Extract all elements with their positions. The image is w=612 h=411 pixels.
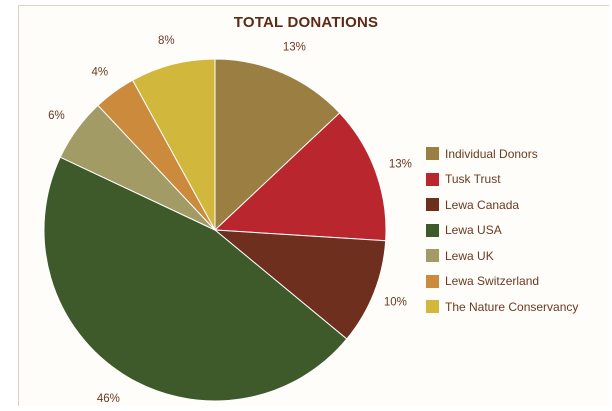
data-label-tusk-trust: 13%: [389, 158, 412, 170]
legend-label: Lewa Switzerland: [445, 274, 540, 289]
pie-slice-tusk-trust: [213, 112, 387, 242]
legend-label: Lewa Canada: [445, 197, 520, 212]
legend-label: Lewa UK: [445, 248, 494, 263]
legend-item: The Nature Conservancy: [426, 294, 578, 320]
legend-swatch: [426, 223, 439, 237]
legend-label: Individual Donors: [445, 146, 538, 161]
legend-swatch: [426, 300, 439, 314]
legend-item: Individual Donors: [426, 141, 578, 167]
data-label-lewa-switzerland: 4%: [91, 66, 108, 78]
legend-item: Lewa USA: [426, 218, 578, 244]
data-label-lewa-canada: 10%: [384, 296, 407, 308]
legend-item: Lewa Switzerland: [426, 269, 578, 295]
chart-title: TOTAL DONATIONS: [233, 14, 379, 31]
legend-item: Lewa UK: [426, 243, 578, 269]
pie-slice-individual-donors: [214, 58, 341, 232]
legend-swatch: [426, 172, 439, 186]
legend-swatch: [426, 198, 439, 212]
legend-label: Lewa USA: [445, 223, 502, 238]
legend-item: Lewa Canada: [426, 192, 578, 218]
legend-swatch: [426, 274, 439, 288]
data-label-lewa-uk: 6%: [48, 110, 65, 122]
data-label-individual-donors: 13%: [283, 41, 306, 53]
legend-label: Tusk Trust: [445, 172, 501, 187]
legend-swatch: [426, 147, 439, 161]
legend-item: Tusk Trust: [426, 167, 578, 193]
chart-legend: Individual Donors Tusk Trust Lewa Canada Le…: [426, 141, 578, 320]
legend-label: The Nature Conservancy: [445, 299, 579, 314]
legend-swatch: [426, 249, 439, 263]
pie-slice-lewa-usa: [43, 156, 348, 402]
pie-slice-lewa-canada: [213, 229, 387, 340]
data-label-lewa-usa: 46%: [97, 393, 120, 405]
pie-slice-the-nature-conservancy: [131, 58, 216, 231]
data-label-the-nature-conservancy: 8%: [158, 35, 175, 47]
